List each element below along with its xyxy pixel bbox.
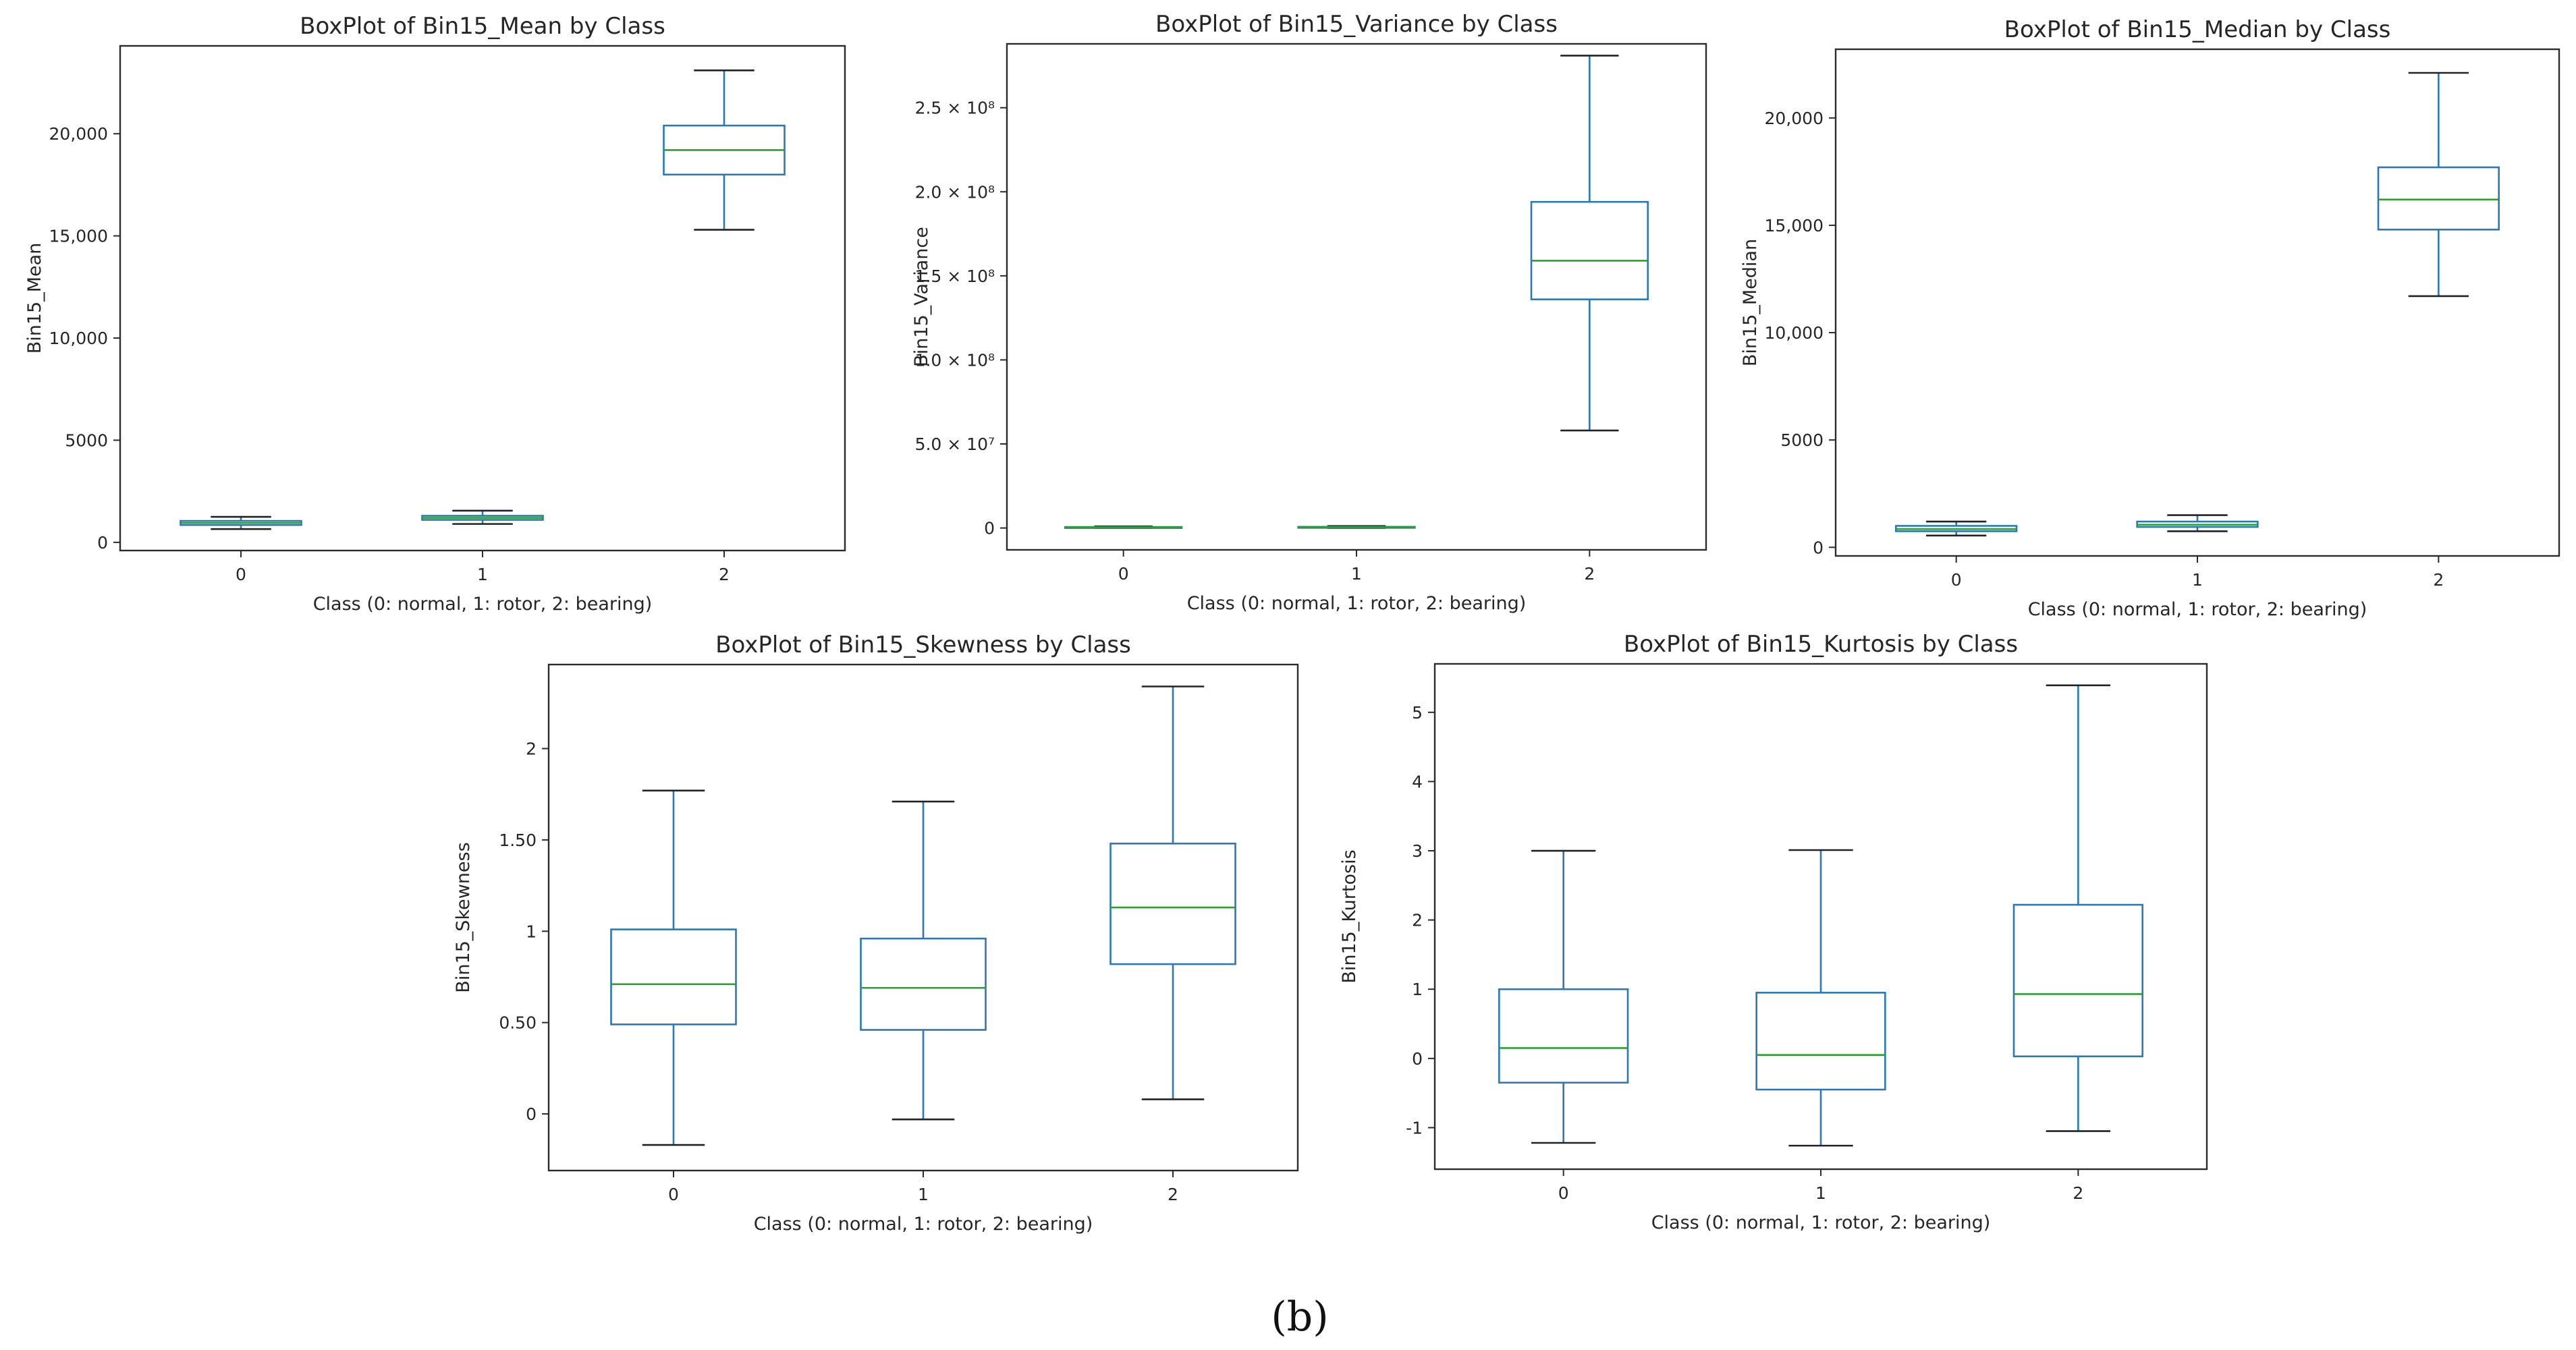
y-tick-label: 0	[1412, 1049, 1423, 1069]
x-tick-label: 0	[1558, 1183, 1569, 1203]
y-tick-label: 0	[97, 533, 108, 553]
box-iqr	[1498, 988, 1629, 1084]
x-tick-label: 0	[1951, 570, 1962, 590]
chart-panel-skewness: BoxPlot of Bin15_Skewness by Class 0 0.50 1…	[453, 631, 1299, 1235]
x-tick-label: 2	[1168, 1185, 1178, 1204]
x-tick-label: 2	[1584, 564, 1595, 584]
x-tick-label: 0	[236, 565, 246, 584]
x-tick-label: 1	[2192, 570, 2203, 590]
y-tick-label: 15,000	[1765, 216, 1824, 235]
y-tick-label: 1.0 × 10⁸	[915, 350, 995, 370]
x-tick-label: 1	[1351, 564, 1362, 584]
y-tick-label: 5	[1412, 703, 1423, 723]
chart-panel-kurtosis: BoxPlot of Bin15_Kurtosis by Class -1 0 1 2 3…	[1339, 631, 2208, 1233]
box-iqr	[2012, 903, 2143, 1058]
y-tick-label: 0	[984, 519, 995, 538]
box-iqr	[1530, 200, 1649, 301]
y-tick-label: 20,000	[1765, 109, 1824, 128]
x-axis-label: Class (0: normal, 1: rotor, 2: bearing)	[1651, 1212, 1991, 1233]
x-axis-label: Class (0: normal, 1: rotor, 2: bearing)	[754, 1214, 1093, 1235]
y-tick-label: 15,000	[49, 227, 108, 246]
plot-frame	[1834, 48, 2560, 557]
y-axis-label: Bin15_Median	[1740, 239, 1761, 366]
y-tick-label: 1.5 × 10⁸	[915, 266, 995, 286]
y-tick-label: 10,000	[49, 329, 108, 348]
y-tick-label: 5000	[1780, 430, 1824, 450]
x-tick-label: 1	[918, 1185, 929, 1204]
x-tick-label: 1	[477, 565, 488, 584]
y-tick-label: 1.50	[499, 831, 537, 850]
box-iqr	[1755, 992, 1886, 1091]
y-tick-label: -1	[1406, 1118, 1423, 1137]
y-tick-label: 1	[1412, 980, 1423, 999]
y-tick-label: 2.0 × 10⁸	[915, 182, 995, 202]
y-tick-label: 5.0 × 10⁷	[915, 434, 995, 454]
chart-title: BoxPlot of Bin15_Mean by Class	[300, 13, 665, 40]
x-tick-label: 1	[1815, 1183, 1826, 1203]
y-tick-label: 1	[526, 922, 537, 941]
y-tick-label: 20,000	[49, 124, 108, 144]
x-axis-label: Class (0: normal, 1: rotor, 2: bearing)	[2028, 599, 2367, 620]
y-tick-label: 2.5 × 10⁸	[915, 99, 995, 118]
y-axis-label: Bin15_Mean	[24, 243, 45, 354]
chart-title: BoxPlot of Bin15_Kurtosis by Class	[1624, 631, 2018, 658]
y-tick-label: 4	[1412, 772, 1423, 791]
chart-title: BoxPlot of Bin15_Variance by Class	[1155, 11, 1558, 38]
y-tick-label: 10,000	[1765, 323, 1824, 343]
y-tick-label: 5000	[65, 430, 108, 450]
x-tick-label: 2	[2433, 570, 2444, 590]
y-tick-label: 0	[526, 1104, 537, 1124]
box-iqr	[2377, 166, 2500, 231]
chart-title: BoxPlot of Bin15_Median by Class	[2004, 16, 2391, 43]
x-tick-label: 0	[668, 1185, 679, 1204]
y-tick-label: 0.50	[499, 1013, 537, 1033]
chart-title: BoxPlot of Bin15_Skewness by Class	[715, 631, 1131, 658]
plot-frame	[547, 663, 1299, 1172]
plot-frame	[1433, 663, 2208, 1171]
x-tick-label: 0	[1118, 564, 1129, 584]
x-tick-label: 2	[719, 565, 730, 584]
box-iqr	[610, 928, 737, 1025]
chart-panel-variance: BoxPlot of Bin15_Variance by Class 0 5.0 ×…	[911, 11, 1707, 614]
y-tick-label: 2	[1412, 911, 1423, 930]
y-axis-label: Bin15_Skewness	[453, 842, 474, 992]
y-tick-label: 3	[1412, 841, 1423, 861]
figure-caption: (b)	[1271, 1293, 1328, 1341]
y-axis-label: Bin15_Variance	[911, 227, 932, 367]
y-tick-label: 0	[1813, 538, 1824, 557]
plot-frame	[119, 45, 846, 552]
y-axis-label: Bin15_Kurtosis	[1339, 849, 1360, 983]
x-axis-label: Class (0: normal, 1: rotor, 2: bearing)	[1187, 593, 1527, 614]
box-iqr	[1109, 843, 1236, 965]
box-iqr	[860, 937, 987, 1031]
y-tick-label: 2	[526, 739, 537, 759]
x-axis-label: Class (0: normal, 1: rotor, 2: bearing)	[313, 594, 653, 615]
plot-frame	[1006, 43, 1707, 551]
chart-panel-mean: BoxPlot of Bin15_Mean by Class 0 5000 10,00…	[24, 13, 846, 615]
chart-panel-median: BoxPlot of Bin15_Median by Class 0 5000 10,…	[1740, 16, 2560, 620]
x-tick-label: 2	[2073, 1183, 2083, 1203]
